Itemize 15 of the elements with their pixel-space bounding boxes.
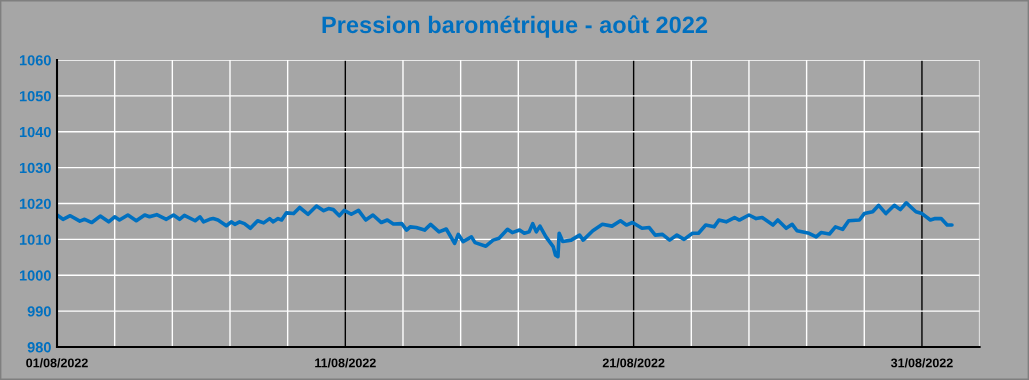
y-tick-label: 1010 [19,234,51,245]
y-tick-label: 1050 [19,91,51,102]
x-tick-label: 21/08/2022 [602,358,665,368]
y-tick-label: 990 [27,306,51,317]
y-tick-label: 980 [27,342,51,353]
x-tick-label: 31/08/2022 [890,358,953,368]
chart-title: Pression barométrique - août 2022 [322,15,708,38]
y-tick-label: 1000 [19,270,51,281]
x-tick-label: 01/08/2022 [26,358,88,368]
y-tick-label: 1060 [19,55,51,66]
y-tick-label: 1040 [19,126,51,138]
y-tick-label: 1030 [19,162,51,174]
line-series [57,201,954,259]
y-tick-label: 1020 [19,198,51,209]
x-tick-label: 11/08/2022 [315,358,376,368]
